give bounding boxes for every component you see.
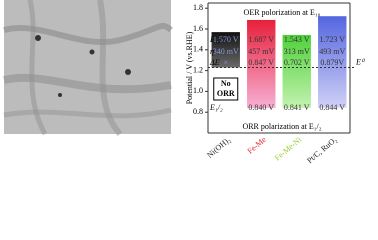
row-label: ΔE (209, 58, 220, 67)
chart-title: OER polorization at E₁₀ (244, 8, 321, 17)
tem-image (3, 0, 174, 136)
value-label: 1.687 V (248, 35, 274, 44)
reference-label: E⁰ (355, 57, 366, 66)
value-label: 1.570 V (213, 35, 239, 44)
value-label: 0.879V (320, 58, 344, 67)
particle (58, 93, 62, 97)
no-orr-label: ORR (217, 89, 235, 98)
bar (211, 32, 240, 68)
x-tick-label: Pt/C, RuO₂ (305, 135, 339, 165)
particle (125, 69, 131, 75)
x-tick-label: Ni(OH)₂ (205, 135, 232, 160)
x-tick-label: Fe-Me (246, 135, 268, 156)
page: Potential / V (vs.RHE) 0.8 1.0 1.2 1.4 1.6 1.… (3, 0, 366, 165)
particle (89, 49, 95, 55)
nanotube (3, 73, 172, 94)
bar (318, 16, 347, 108)
value-label: 0.844 V (319, 103, 345, 112)
bar (247, 19, 276, 109)
row-label: E₁₀ (209, 35, 221, 44)
value-label: 493 mV (319, 47, 345, 56)
y-tick-label: 1.6 (193, 24, 203, 33)
y-tick-label: 1.2 (193, 65, 203, 74)
no-orr-box (213, 77, 239, 101)
particle (35, 35, 41, 41)
y-tick-label: 1.0 (193, 86, 203, 95)
nanotube (27, 0, 48, 136)
nanotube (3, 107, 172, 119)
x-tick-label: Fe-Me-Ni (273, 135, 304, 163)
value-label: 1.543 V (284, 35, 310, 44)
value-label: 457 mV (248, 47, 274, 56)
nanotube (97, 0, 123, 136)
value-label: 0.841 V (284, 103, 310, 112)
y-tick-label: 1.8 (193, 3, 203, 12)
value-label: 313 mV (284, 47, 310, 56)
value-label: 1.723 V (319, 35, 345, 44)
chart-subtitle: ORR polarization at E₁/₂ (242, 122, 321, 131)
no-orr-label: No (221, 79, 231, 88)
y-tick-label: 0.8 (193, 107, 203, 116)
y-tick-label: 1.4 (193, 45, 203, 54)
value-label: 340 mV (213, 47, 239, 56)
row-label: E₁/₂ (209, 103, 223, 112)
y-axis-label: Potential / V (vs.RHE) (185, 31, 194, 104)
row-label: η (210, 47, 214, 56)
value-label: 0.840 V (248, 103, 274, 112)
bar (282, 34, 311, 108)
value-label: 0.847 V (248, 58, 274, 67)
value-label: 0.702 V (284, 58, 310, 67)
figure: Potential / V (vs.RHE) 0.8 1.0 1.2 1.4 1.6 1.… (3, 0, 366, 165)
value-label: × (223, 58, 228, 67)
